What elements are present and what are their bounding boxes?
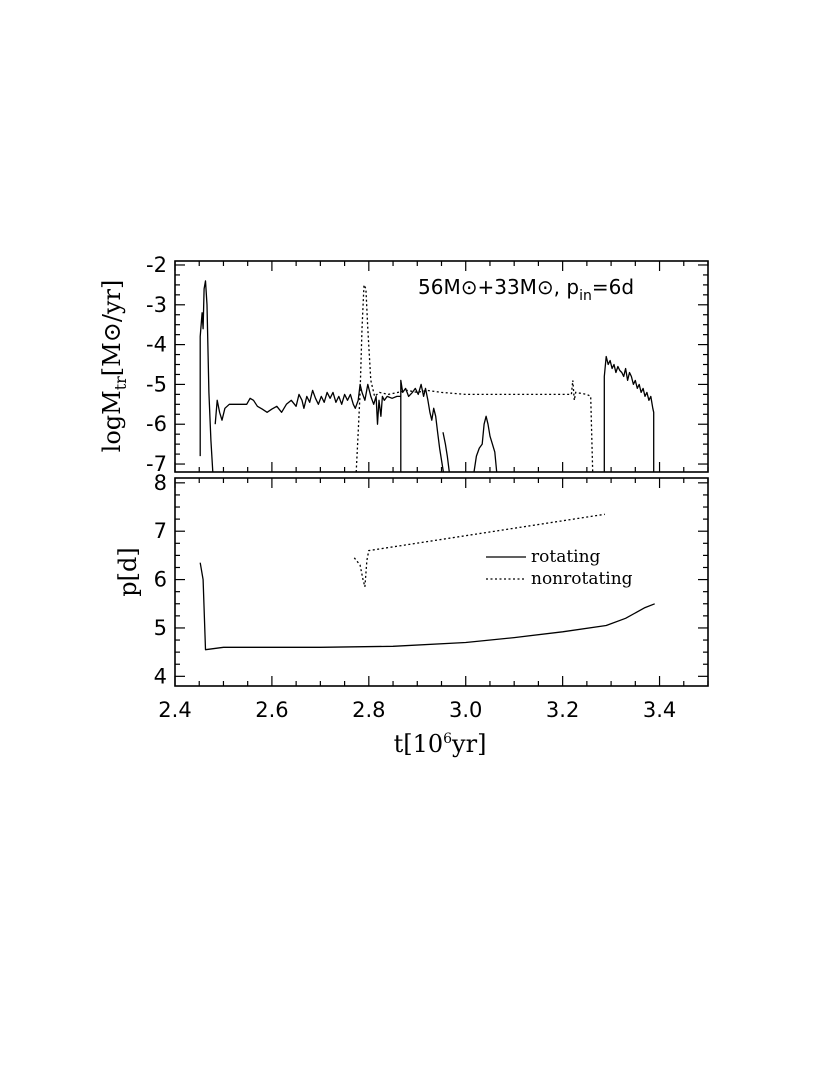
rotating-mass-transfer-segment-5 bbox=[603, 355, 655, 472]
rotating-mass-transfer-segment-3 bbox=[442, 432, 450, 473]
annotation-main: 56M⊙+33M⊙, p bbox=[418, 275, 579, 299]
y-tick-label: -4 bbox=[146, 333, 167, 357]
legend-label-nonrotating: nonrotating bbox=[531, 569, 633, 589]
x-tick-label: 2.8 bbox=[352, 698, 385, 722]
x-tick-label: 3.0 bbox=[449, 698, 482, 722]
rotating-mass-transfer-segment-1 bbox=[214, 383, 401, 425]
top-y-axis-title: logMtr[M⊙/yr] bbox=[98, 280, 130, 453]
top-ytick-labels: -7 -6 -5 -4 -3 -2 bbox=[146, 253, 167, 476]
rotating-mass-transfer-segment-2 bbox=[400, 379, 445, 473]
top-plot-frame bbox=[174, 260, 709, 473]
top-ticks-layer bbox=[174, 261, 709, 472]
bottom-plot-frame bbox=[174, 477, 709, 687]
y-tick-label: -6 bbox=[146, 412, 167, 436]
annotation-tail: =6d bbox=[592, 275, 634, 299]
y-tick-label: -3 bbox=[146, 293, 167, 317]
x-tick-label: 2.4 bbox=[158, 698, 191, 722]
rotating-period-line bbox=[199, 562, 655, 651]
x-tick-label: 3.4 bbox=[643, 698, 676, 722]
y-tick-label: 4 bbox=[154, 664, 167, 688]
x-tick-label: 3.2 bbox=[546, 698, 579, 722]
y-tick-label: -5 bbox=[146, 372, 167, 396]
top-ylabel-tail: [M⊙/yr] bbox=[98, 280, 126, 377]
y-tick-label: -7 bbox=[146, 452, 167, 476]
y-tick-label: 6 bbox=[154, 568, 167, 592]
top-panel: -7 -6 -5 -4 -3 -2 56M⊙+33M⊙, pin=6d logMtr[M⊙… bbox=[98, 253, 709, 476]
x-axis-title: t[106yr] bbox=[394, 730, 487, 758]
nonrotating-period-line bbox=[353, 513, 605, 587]
top-series-layer bbox=[199, 280, 655, 473]
x-tick-label: 2.6 bbox=[255, 698, 288, 722]
bottom-ytick-labels: 4 5 6 7 8 bbox=[154, 471, 167, 688]
y-tick-label: 7 bbox=[154, 519, 167, 543]
xlabel-sup: 6 bbox=[443, 731, 452, 747]
rotating-mass-transfer-segment-4 bbox=[473, 415, 498, 473]
y-tick-label: 5 bbox=[154, 616, 167, 640]
y-tick-label: 8 bbox=[154, 471, 167, 495]
bottom-panel: 4 5 6 7 8 2.4 2.6 2.8 3.0 3.2 3.4 rotatingnonrota… bbox=[114, 471, 709, 758]
bottom-y-axis-title: p[d] bbox=[114, 547, 142, 596]
bottom-series-layer bbox=[199, 513, 655, 651]
top-annotation: 56M⊙+33M⊙, pin=6d bbox=[418, 275, 634, 304]
bottom-xtick-labels: 2.4 2.6 2.8 3.0 3.2 3.4 bbox=[158, 698, 676, 722]
xlabel-main: t[10 bbox=[394, 730, 444, 758]
y-tick-label: -2 bbox=[146, 253, 167, 277]
legend-label-rotating: rotating bbox=[531, 547, 601, 567]
nonrotating-mass-transfer-segment-0 bbox=[355, 284, 594, 473]
top-ylabel-main: logM bbox=[98, 390, 126, 452]
rotating-mass-transfer-segment-0 bbox=[199, 280, 214, 473]
top-ylabel-sub: tr bbox=[111, 376, 130, 390]
annotation-sub: in bbox=[579, 288, 592, 304]
xlabel-tail: yr] bbox=[451, 730, 486, 758]
